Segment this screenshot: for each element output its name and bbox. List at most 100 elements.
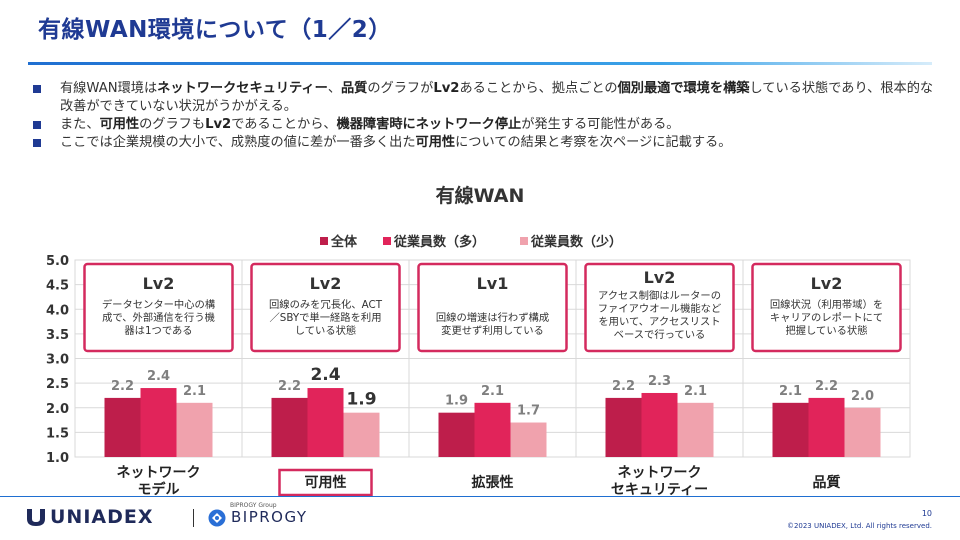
y-tick-label: 3.5: [46, 328, 69, 343]
legend-label: 従業員数（少）: [530, 234, 622, 250]
data-label: 2.1: [779, 384, 802, 399]
bullet-text: 有線WAN環境はネットワークセキュリティー、品質のグラフがLv2あることから、拠…: [60, 81, 933, 114]
annotation-box: [417, 262, 568, 353]
bullet-run: している状態であり、根本的な改善ができていない状況がうかがえる。: [60, 81, 934, 114]
bullet-emphasis: 機器障害時にネットワーク停止: [336, 117, 522, 132]
annotation-text: 回線状況（利用帯域）を: [770, 298, 883, 311]
annotation-level: Lv1: [477, 274, 509, 293]
bullet-square-icon: [33, 121, 41, 129]
bar: [510, 422, 547, 457]
data-label: 1.7: [517, 404, 540, 419]
biprogy-logo-icon: [208, 509, 226, 527]
bullet-emphasis: 個別最適で環境を構築: [617, 81, 750, 96]
y-tick-label: 3.0: [46, 353, 69, 368]
bullet-text: また、可用性のグラフもLv2であることから、機器障害時にネットワーク停止が発生す…: [60, 117, 680, 132]
bullet-emphasis: 可用性: [415, 135, 456, 150]
annotation-text: データセンター中心の構: [102, 298, 215, 311]
y-tick-label: 2.5: [46, 377, 69, 392]
bullet-run: についての結果と考察を次ページに記載する。: [455, 135, 732, 150]
bullet-emphasis: Lv2: [433, 81, 460, 96]
y-tick-label: 4.5: [46, 279, 69, 294]
legend-swatch: [320, 237, 328, 245]
annotation-text: している状態: [295, 324, 356, 337]
legend-swatch: [520, 237, 528, 245]
bullet-run: また、: [60, 117, 100, 132]
bullet-item: ここでは企業規模の大小で、成熟度の値に差が一番多く出た可用性についての結果と考察…: [30, 134, 940, 152]
footer-rule: [0, 496, 960, 497]
bar: [641, 392, 678, 457]
annotation-text: ベースで行っている: [614, 328, 706, 341]
annotation-box: [584, 262, 735, 353]
data-label: 2.3: [648, 374, 671, 389]
annotation-text: 把握している状態: [785, 324, 867, 337]
bullet-square-icon: [33, 85, 41, 93]
logo-separator: [193, 509, 194, 527]
bullet-run: が発生する可能性がある。: [521, 117, 680, 132]
bullet-square-icon: [33, 139, 41, 147]
legend-label: 従業員数（多）: [393, 234, 485, 250]
annotation-text: ファイアウオール機能など: [598, 302, 722, 315]
bar: [438, 412, 475, 457]
x-category-label: ネットワーク: [117, 465, 201, 481]
data-label: 2.1: [183, 384, 206, 399]
y-tick-label: 4.0: [46, 303, 69, 318]
data-label: 2.2: [815, 379, 838, 394]
uniadex-logo-icon: [27, 509, 45, 526]
annotation-text: 回線の増速は行わず構成: [436, 311, 549, 324]
page-number: 10: [921, 509, 932, 518]
data-label: 2.0: [851, 389, 874, 404]
biprogy-logo-text: BIPROGY: [231, 508, 308, 526]
bar: [474, 402, 511, 457]
x-category-label: セキュリティー: [611, 482, 708, 498]
bullet-text: ここでは企業規模の大小で、成熟度の値に差が一番多く出た可用性についての結果と考察…: [60, 135, 731, 150]
annotation-text: 回線のみを冗長化、ACT: [269, 298, 383, 311]
bar: [140, 388, 177, 457]
bar: [772, 402, 809, 457]
data-label: 2.2: [111, 379, 134, 394]
annotation-box: [751, 262, 902, 353]
data-label: 2.4: [310, 365, 340, 385]
annotation-level: Lv2: [644, 268, 676, 287]
bullet-emphasis: ネットワークセキュリティー: [157, 81, 328, 96]
bar: [808, 397, 845, 457]
x-category-label: 品質: [813, 474, 841, 491]
legend-label: 全体: [330, 234, 358, 250]
bullet-item: 有線WAN環境はネットワークセキュリティー、品質のグラフがLv2あることから、拠…: [30, 80, 940, 116]
annotation-level: Lv2: [310, 274, 342, 293]
bullet-item: また、可用性のグラフもLv2であることから、機器障害時にネットワーク停止が発生す…: [30, 116, 940, 134]
uniadex-logo-text: UNIADEX: [50, 506, 154, 528]
bar: [844, 407, 881, 457]
annotation-level: Lv2: [811, 274, 843, 293]
bullet-run: あることから、拠点ごとの: [459, 81, 618, 96]
bullet-run: 有線WAN環境は: [60, 81, 158, 96]
annotation-text: キャリアのレポートにて: [770, 312, 883, 324]
data-label: 1.9: [445, 394, 468, 409]
biprogy-group-label: BIPROGY Group: [230, 502, 277, 509]
bullet-emphasis: Lv2: [205, 117, 232, 132]
bar: [343, 412, 380, 457]
x-category-label: 可用性: [305, 474, 347, 491]
annotation-level: Lv2: [143, 274, 175, 293]
y-tick-label: 1.5: [46, 426, 69, 441]
x-category-label: モデル: [138, 481, 180, 498]
data-label: 2.1: [481, 384, 504, 399]
bullet-run: であることから、: [231, 117, 337, 132]
chart-title: 有線WAN: [435, 185, 525, 207]
x-category-label: ネットワーク: [618, 465, 702, 481]
data-label: 2.2: [612, 379, 635, 394]
x-category-label: 拡張性: [472, 474, 514, 491]
data-label: 2.4: [147, 369, 170, 384]
bullet-run: のグラフが: [367, 81, 434, 96]
data-label: 2.2: [278, 379, 301, 394]
bullet-run: 、: [327, 81, 341, 96]
bar-chart: 1.0 1.5 2.0 2.5 3.0 3.5 4.0 4.5 5.0 全体 従業員数（多） 従業員数…: [46, 234, 911, 498]
slide-title: 有線WAN環境について（1／2）: [38, 17, 392, 43]
bar: [307, 388, 344, 457]
title-underline: [28, 62, 932, 65]
legend-swatch: [383, 237, 391, 245]
data-label: 1.9: [346, 390, 376, 410]
bar: [176, 402, 213, 457]
bullet-emphasis: 可用性: [99, 117, 140, 132]
annotation-text: アクセス制御はルーターの: [598, 289, 721, 302]
bar: [271, 397, 308, 457]
